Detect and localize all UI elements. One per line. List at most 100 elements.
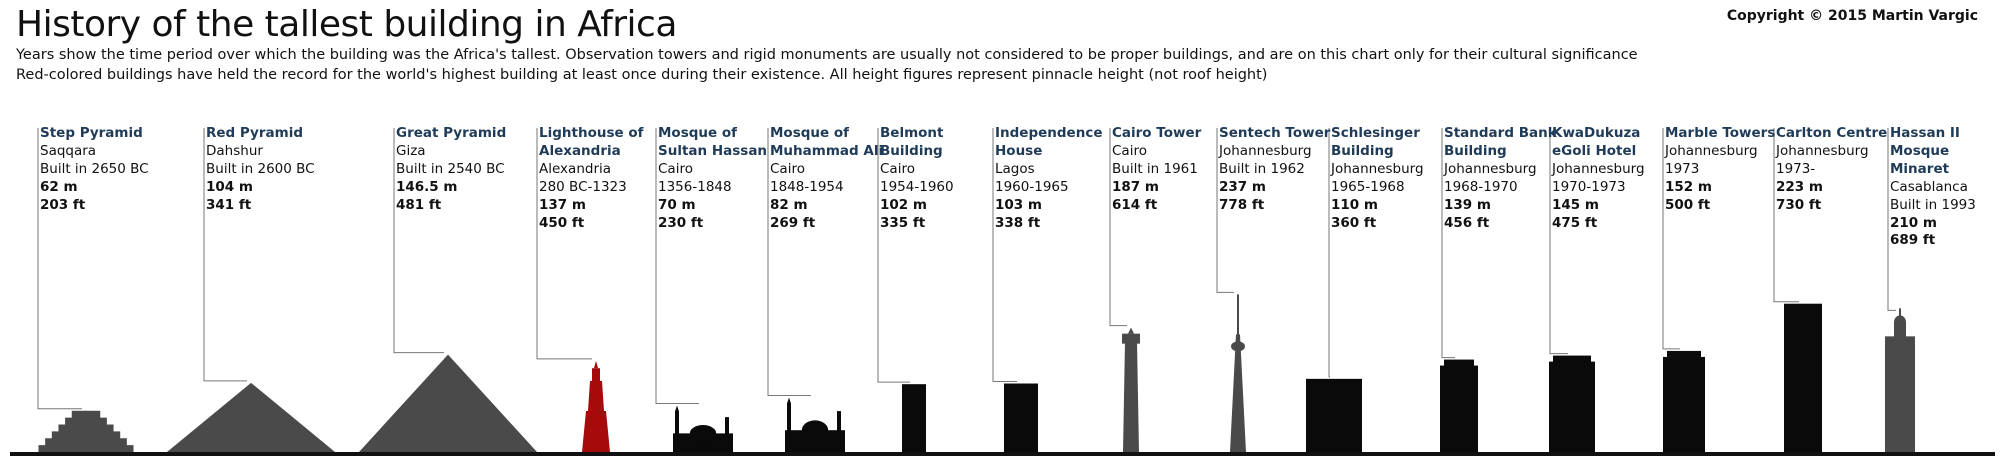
leader-line <box>877 128 910 383</box>
building-silhouette <box>1440 359 1478 452</box>
leader-line <box>1328 128 1330 378</box>
building-location: Saqqara <box>40 142 97 159</box>
building-name: Carlton Centre <box>1776 125 1888 141</box>
building-height-ft: 481 ft <box>396 196 442 213</box>
building-name: Lighthouse of Alexandria <box>539 125 644 159</box>
building-height-ft: 450 ft <box>539 214 585 231</box>
building-period: 1960-1965 <box>995 178 1069 195</box>
building-period: Built in 2600 BC <box>206 160 315 177</box>
building-height-m: 82 m <box>770 196 808 213</box>
building-height-m: 137 m <box>539 196 586 213</box>
building-height-ft: 341 ft <box>206 196 252 213</box>
building-height-ft: 689 ft <box>1890 232 1936 249</box>
building-name: Marble Towers <box>1665 125 1776 141</box>
building-name: Independence House <box>995 125 1103 159</box>
building-height-m: 223 m <box>1776 178 1823 195</box>
building-silhouette <box>785 397 845 452</box>
building-label: Belmont Building Cairo 1954-1960 102 m 335 f… <box>880 125 998 232</box>
building-name: Red Pyramid <box>206 125 303 141</box>
building-height-m: 70 m <box>658 196 696 213</box>
building-label: Marble Towers Johannesburg 1973 152 m 500 ft <box>1665 125 1783 215</box>
building-silhouette <box>167 382 335 452</box>
building-silhouette <box>1663 350 1705 452</box>
page-title: History of the tallest building in Afric… <box>16 4 677 45</box>
building-silhouette <box>673 405 733 452</box>
leader-line <box>37 128 82 410</box>
building-location: Lagos <box>995 160 1035 177</box>
building-silhouette <box>1230 294 1246 452</box>
building-height-ft: 475 ft <box>1552 214 1598 231</box>
building-height-m: 187 m <box>1112 178 1159 195</box>
building-label: KwaDukuza eGoli Hotel Johannesburg 1970-19… <box>1552 125 1670 232</box>
building-period: 1848-1954 <box>770 178 844 195</box>
copyright-notice: Copyright © 2015 Martin Vargic <box>1726 8 1978 24</box>
building-height-m: 152 m <box>1665 178 1712 195</box>
building-height-m: 210 m <box>1890 214 1937 231</box>
leader-line <box>1662 128 1680 350</box>
leader-line <box>393 128 444 354</box>
building-name: Standard Bank Building <box>1444 125 1557 159</box>
building-silhouette <box>582 360 610 452</box>
building-label: Independence House Lagos 1960-1965 103 m 338… <box>995 125 1113 232</box>
leader-line <box>1887 128 1896 311</box>
building-silhouette <box>1004 383 1038 452</box>
building-height-m: 104 m <box>206 178 253 195</box>
building-height-ft: 338 ft <box>995 214 1041 231</box>
building-name: Sentech Tower <box>1219 125 1331 141</box>
building-period: 280 BC-1323 <box>539 178 627 195</box>
building-label: Hassan II Mosque Minaret Casablanca Built … <box>1890 125 2000 250</box>
leader-line <box>1216 128 1234 293</box>
building-period: Built in 1962 <box>1219 160 1305 177</box>
building-height-ft: 360 ft <box>1331 214 1377 231</box>
building-height-ft: 456 ft <box>1444 214 1490 231</box>
building-location: Cairo <box>880 160 915 177</box>
building-name: Schlesinger Building <box>1331 125 1420 159</box>
building-period: Built in 2540 BC <box>396 160 505 177</box>
building-location: Johannesburg <box>1552 160 1645 177</box>
building-height-ft: 269 ft <box>770 214 816 231</box>
building-height-m: 146.5 m <box>396 178 458 195</box>
building-height-ft: 335 ft <box>880 214 926 231</box>
building-name: Mosque of Sultan Hassan <box>658 125 768 159</box>
building-period: 1954-1960 <box>880 178 954 195</box>
building-name: Great Pyramid <box>396 125 507 141</box>
building-label: Carlton Centre Johannesburg 1973- 223 m 730 … <box>1776 125 1894 215</box>
building-location: Johannesburg <box>1444 160 1537 177</box>
building-label: Cairo Tower Cairo Built in 1961 187 m 614 ft <box>1112 125 1230 215</box>
building-label: Sentech Tower Johannesburg Built in 1962 23… <box>1219 125 1337 215</box>
building-name: Belmont Building <box>880 125 944 159</box>
building-name: Mosque of Muhammad Ali <box>770 125 884 159</box>
building-period: 1973 <box>1665 160 1700 177</box>
building-height-m: 145 m <box>1552 196 1599 213</box>
building-period: 1968-1970 <box>1444 178 1518 195</box>
building-height-ft: 203 ft <box>40 196 86 213</box>
building-period: Built in 1993 <box>1890 196 1976 213</box>
building-location: Cairo <box>770 160 805 177</box>
building-name: Cairo Tower <box>1112 125 1202 141</box>
leader-line <box>1549 128 1568 355</box>
building-name: KwaDukuza eGoli Hotel <box>1552 125 1641 159</box>
building-period: 1965-1968 <box>1331 178 1405 195</box>
building-height-m: 102 m <box>880 196 927 213</box>
building-silhouette <box>1122 327 1140 452</box>
building-silhouette <box>1306 378 1362 452</box>
building-silhouette <box>359 354 537 452</box>
building-location: Giza <box>396 142 426 159</box>
building-period: 1973- <box>1776 160 1816 177</box>
building-location: Johannesburg <box>1331 160 1424 177</box>
leader-line <box>992 128 1017 383</box>
building-label: Schlesinger Building Johannesburg 1965-196… <box>1331 125 1449 232</box>
building-location: Cairo <box>658 160 693 177</box>
ground-line <box>10 452 1995 456</box>
building-height-m: 237 m <box>1219 178 1266 195</box>
building-height-ft: 614 ft <box>1112 196 1158 213</box>
leader-line <box>1109 128 1127 327</box>
leader-line <box>536 128 592 360</box>
building-height-m: 62 m <box>40 178 78 195</box>
building-name: Step Pyramid <box>40 125 143 141</box>
building-location: Dahshur <box>206 142 263 159</box>
building-silhouette <box>38 410 134 453</box>
